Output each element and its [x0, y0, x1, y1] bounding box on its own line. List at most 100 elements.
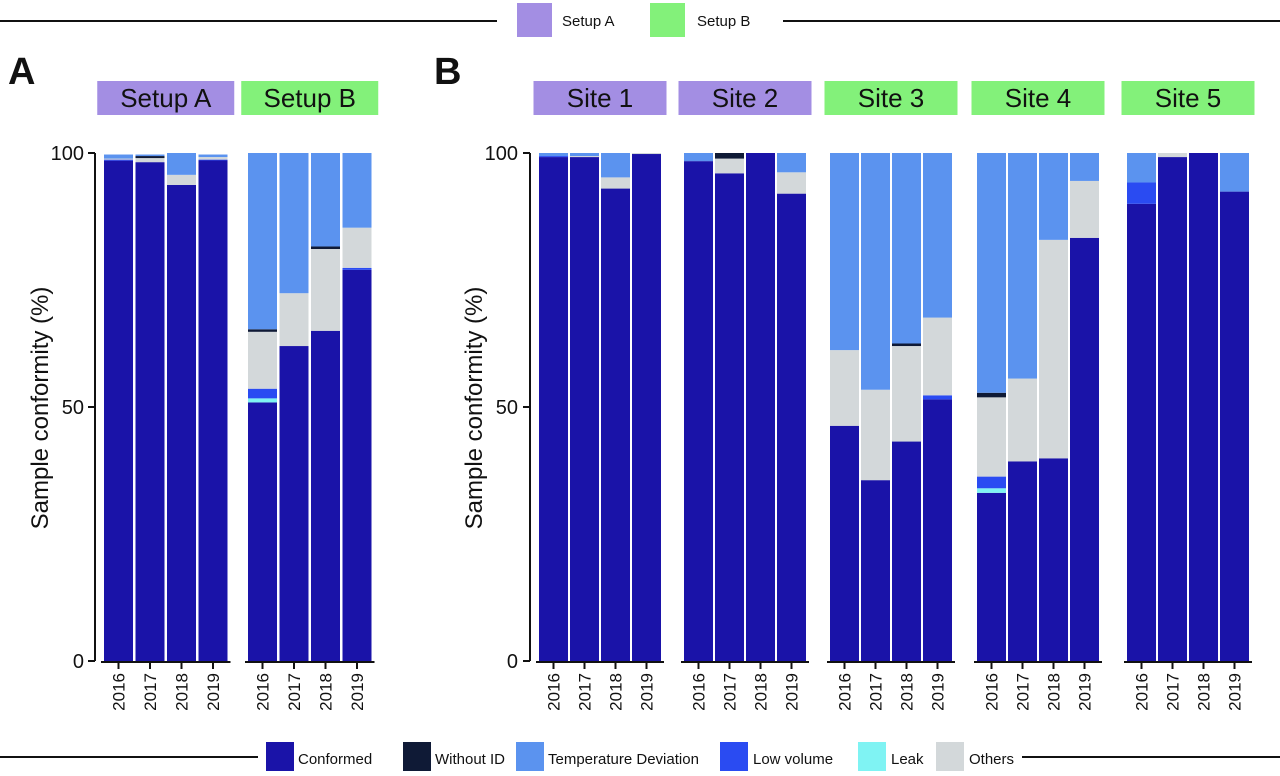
panel-a-setup-b-bar-2016-leak — [248, 398, 277, 403]
panel-a-setup-b-bar-2019-conformed — [342, 269, 372, 661]
panel-b-site-3-bar-2019-others — [923, 317, 952, 396]
panel-b-chart: 0 50 100 Site 1 2016 2017 2018 2019 Site 2 2016 20… — [485, 81, 1255, 711]
panel-b-site-4-bar-2016-leak — [977, 488, 1006, 493]
legend-label-leak: Leak — [891, 751, 924, 768]
panel-b-site-4-bar-2016-temperature-deviation — [977, 153, 1006, 393]
panel-b-y-tick-label-100: 100 — [485, 143, 518, 165]
panel-b-site-1-bar-2017-conformed — [570, 157, 599, 661]
panel-a-setup-b-x-tick-label-2016: 2016 — [254, 673, 273, 711]
panel-a-setup-a-bar-2016-others — [104, 158, 133, 160]
panel-b-site-5-bar-2019-temperature-deviation — [1220, 153, 1249, 192]
panel-b-site-3-header — [824, 81, 958, 115]
panel-b-site-4-header-label: Site 4 — [1005, 83, 1072, 113]
panel-b-site-4-bar-2019-others — [1070, 180, 1099, 238]
panel-b-site-1-x-tick-label-2016: 2016 — [545, 673, 564, 711]
panel-b-site-3-bar-2016-others — [830, 350, 859, 426]
panel-b-site-5-x-tick-label-2016: 2016 — [1133, 673, 1152, 711]
panel-b-site-4-bar-2019-temperature-deviation — [1070, 153, 1099, 181]
panel-b-site-1-bar-2018-others — [601, 177, 630, 189]
panel-b-site-4-bar-2018-conformed — [1039, 458, 1068, 661]
panel-a-setup-a-bar-2019-conformed — [198, 160, 228, 661]
legend-label-others: Others — [969, 751, 1014, 768]
legend-swatch-conformed — [266, 742, 294, 771]
panel-a-setup-a-bar-2016-conformed — [104, 160, 133, 661]
panel-a-setup-a-bar-2019-low-volume — [198, 159, 228, 161]
panel-b-site-3-bar-2019-conformed — [923, 399, 952, 661]
panel-b-site-5-bar-2016-low-volume — [1127, 182, 1156, 204]
panel-b-site-4-x-tick-label-2019: 2019 — [1076, 673, 1095, 711]
panel-a-setup-b-x-tick-label-2019: 2019 — [348, 673, 367, 711]
panel-b-site-1-header — [533, 81, 667, 115]
panel-a-setup-a-bar-2017-without-id — [135, 156, 165, 159]
panel-a-setup-a-x-tick-label-2017: 2017 — [141, 673, 160, 711]
legend-label-setup-a: Setup A — [562, 13, 615, 30]
panel-b-site-2-x-tick-label-2018: 2018 — [752, 673, 771, 711]
panel-b-site-2-bar-2016-conformed — [684, 161, 713, 662]
panel-b-site-3-header-label: Site 3 — [858, 83, 925, 113]
panel-a-chart: 0 50 100 Setup A 2016 2017 2018 2019 Setup B 2016… — [51, 81, 379, 711]
panel-a-y-tick-label-0: 0 — [73, 651, 84, 673]
panel-b-site-3-bar-2017-conformed — [861, 480, 890, 661]
panel-b-site-1-bar-2016-conformed — [539, 157, 568, 661]
panel-b-site-2-bar-2017-others — [715, 158, 744, 174]
panel-b-site-3-bar-2016-temperature-deviation — [830, 153, 859, 351]
panel-b-site-4-bar-2016-conformed — [977, 492, 1006, 661]
panel-b-site-2-bar-2017-without-id — [715, 153, 744, 159]
panel-a-setup-b-bar-2019-temperature-deviation — [342, 153, 372, 228]
panel-letter-b: B — [434, 51, 461, 93]
panel-a-ylabel: Sample conformity (%) — [27, 287, 54, 530]
panel-a-y-tick-label-100: 100 — [51, 143, 84, 165]
panel-a-setup-b-bar-2018-without-id — [311, 246, 340, 250]
panel-a-setup-b-bar-2016-temperature-deviation — [248, 153, 277, 330]
legend-label-setup-b: Setup B — [697, 13, 750, 30]
panel-a-setup-b-bar-2016-low-volume — [248, 388, 277, 399]
panel-b-site-3-bar-2018-without-id — [892, 343, 921, 347]
panel-b-site-2-x-tick-label-2016: 2016 — [690, 673, 709, 711]
panel-b-site-3-x-tick-label-2017: 2017 — [867, 673, 886, 711]
panel-a-setup-b-bar-2016-conformed — [248, 402, 277, 661]
legend-label-without-id: Without ID — [435, 751, 505, 768]
panel-a-setup-a-bar-2018-others — [167, 174, 196, 186]
panel-b-site-2-bar-2017-conformed — [715, 173, 744, 661]
panel-a-setup-b-bar-2018-others — [311, 249, 340, 331]
panel-b-y-tick-label-50: 50 — [496, 397, 518, 419]
panel-b-site-3-bar-2016-conformed — [830, 425, 859, 661]
panel-b-site-3-x-tick-label-2019: 2019 — [929, 673, 948, 711]
panel-b-site-1-x-tick-label-2017: 2017 — [576, 673, 595, 711]
panel-b-site-1-bar-2016-temperature-deviation — [539, 153, 568, 157]
panel-a-setup-a-bar-2016-low-volume — [104, 159, 133, 161]
panel-b-site-3-bar-2017-others — [861, 389, 890, 481]
panel-a-setup-b-x-tick-label-2017: 2017 — [285, 673, 304, 711]
panel-a-y-tick-label-50: 50 — [62, 397, 84, 419]
panel-b-site-4-bar-2019-conformed — [1070, 237, 1099, 661]
panel-b-site-2-bar-2019-temperature-deviation — [777, 153, 806, 173]
panel-b-site-5-header — [1121, 81, 1255, 115]
panel-b-site-1-bar-2019-conformed — [632, 154, 661, 662]
panel-a-setup-b-bar-2018-conformed — [311, 330, 340, 661]
panel-a-setup-a-bar-2017-others — [135, 158, 165, 163]
panel-b-site-1-bar-2016-low-volume — [539, 156, 568, 158]
panel-b-site-5-header-label: Site 5 — [1155, 83, 1222, 113]
panel-b-site-2-bar-2018-conformed — [746, 153, 775, 661]
legend-swatch-setup-a — [517, 3, 552, 37]
panel-a-setup-b-bar-2017-conformed — [279, 346, 309, 661]
legend-swatch-without-id — [403, 742, 431, 771]
panel-b-site-2-header — [678, 81, 812, 115]
panel-b-site-3-x-tick-label-2018: 2018 — [898, 673, 917, 711]
legend-swatch-setup-b — [650, 3, 685, 37]
legend-label-temperature-deviation: Temperature Deviation — [548, 751, 699, 768]
panel-b-site-3-bar-2018-temperature-deviation — [892, 153, 921, 344]
panel-a-setup-b-bar-2017-others — [279, 293, 309, 347]
panel-b-site-1-header-label: Site 1 — [567, 83, 634, 113]
panel-a-setup-a-header-label: Setup A — [120, 83, 212, 113]
panel-b-site-3-bar-2019-low-volume — [923, 395, 952, 400]
panel-b-site-4-bar-2017-conformed — [1008, 461, 1037, 661]
panel-a-setup-a-bar-2018-conformed — [167, 185, 196, 661]
panel-a-setup-b-header-label: Setup B — [263, 83, 356, 113]
panel-b-site-1-x-tick-label-2019: 2019 — [638, 673, 657, 711]
panel-b-site-1-bar-2019-others — [632, 153, 661, 155]
panel-a-setup-a-x-tick-label-2016: 2016 — [110, 673, 129, 711]
panel-a-setup-a-bar-2017-conformed — [135, 162, 165, 662]
panel-a-setup-a-bar-2019-temperature-deviation — [198, 154, 228, 158]
